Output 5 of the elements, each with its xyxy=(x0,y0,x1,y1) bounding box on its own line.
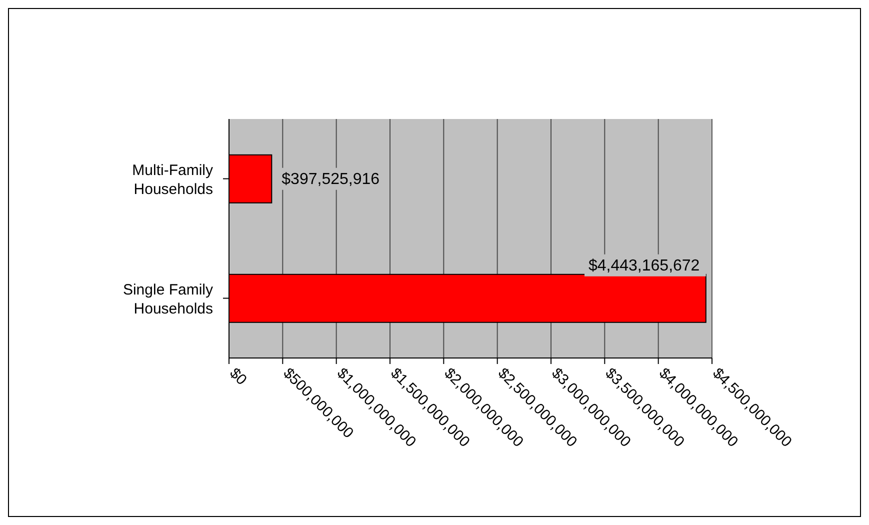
y-tick-label: Single Family Households xyxy=(122,281,214,318)
data-label: $4,443,165,672 xyxy=(588,257,700,274)
y-tick-label: Multi-Family Households xyxy=(132,162,214,198)
x-tick-label: $0 xyxy=(226,364,250,389)
data-label: $397,525,916 xyxy=(282,170,380,188)
